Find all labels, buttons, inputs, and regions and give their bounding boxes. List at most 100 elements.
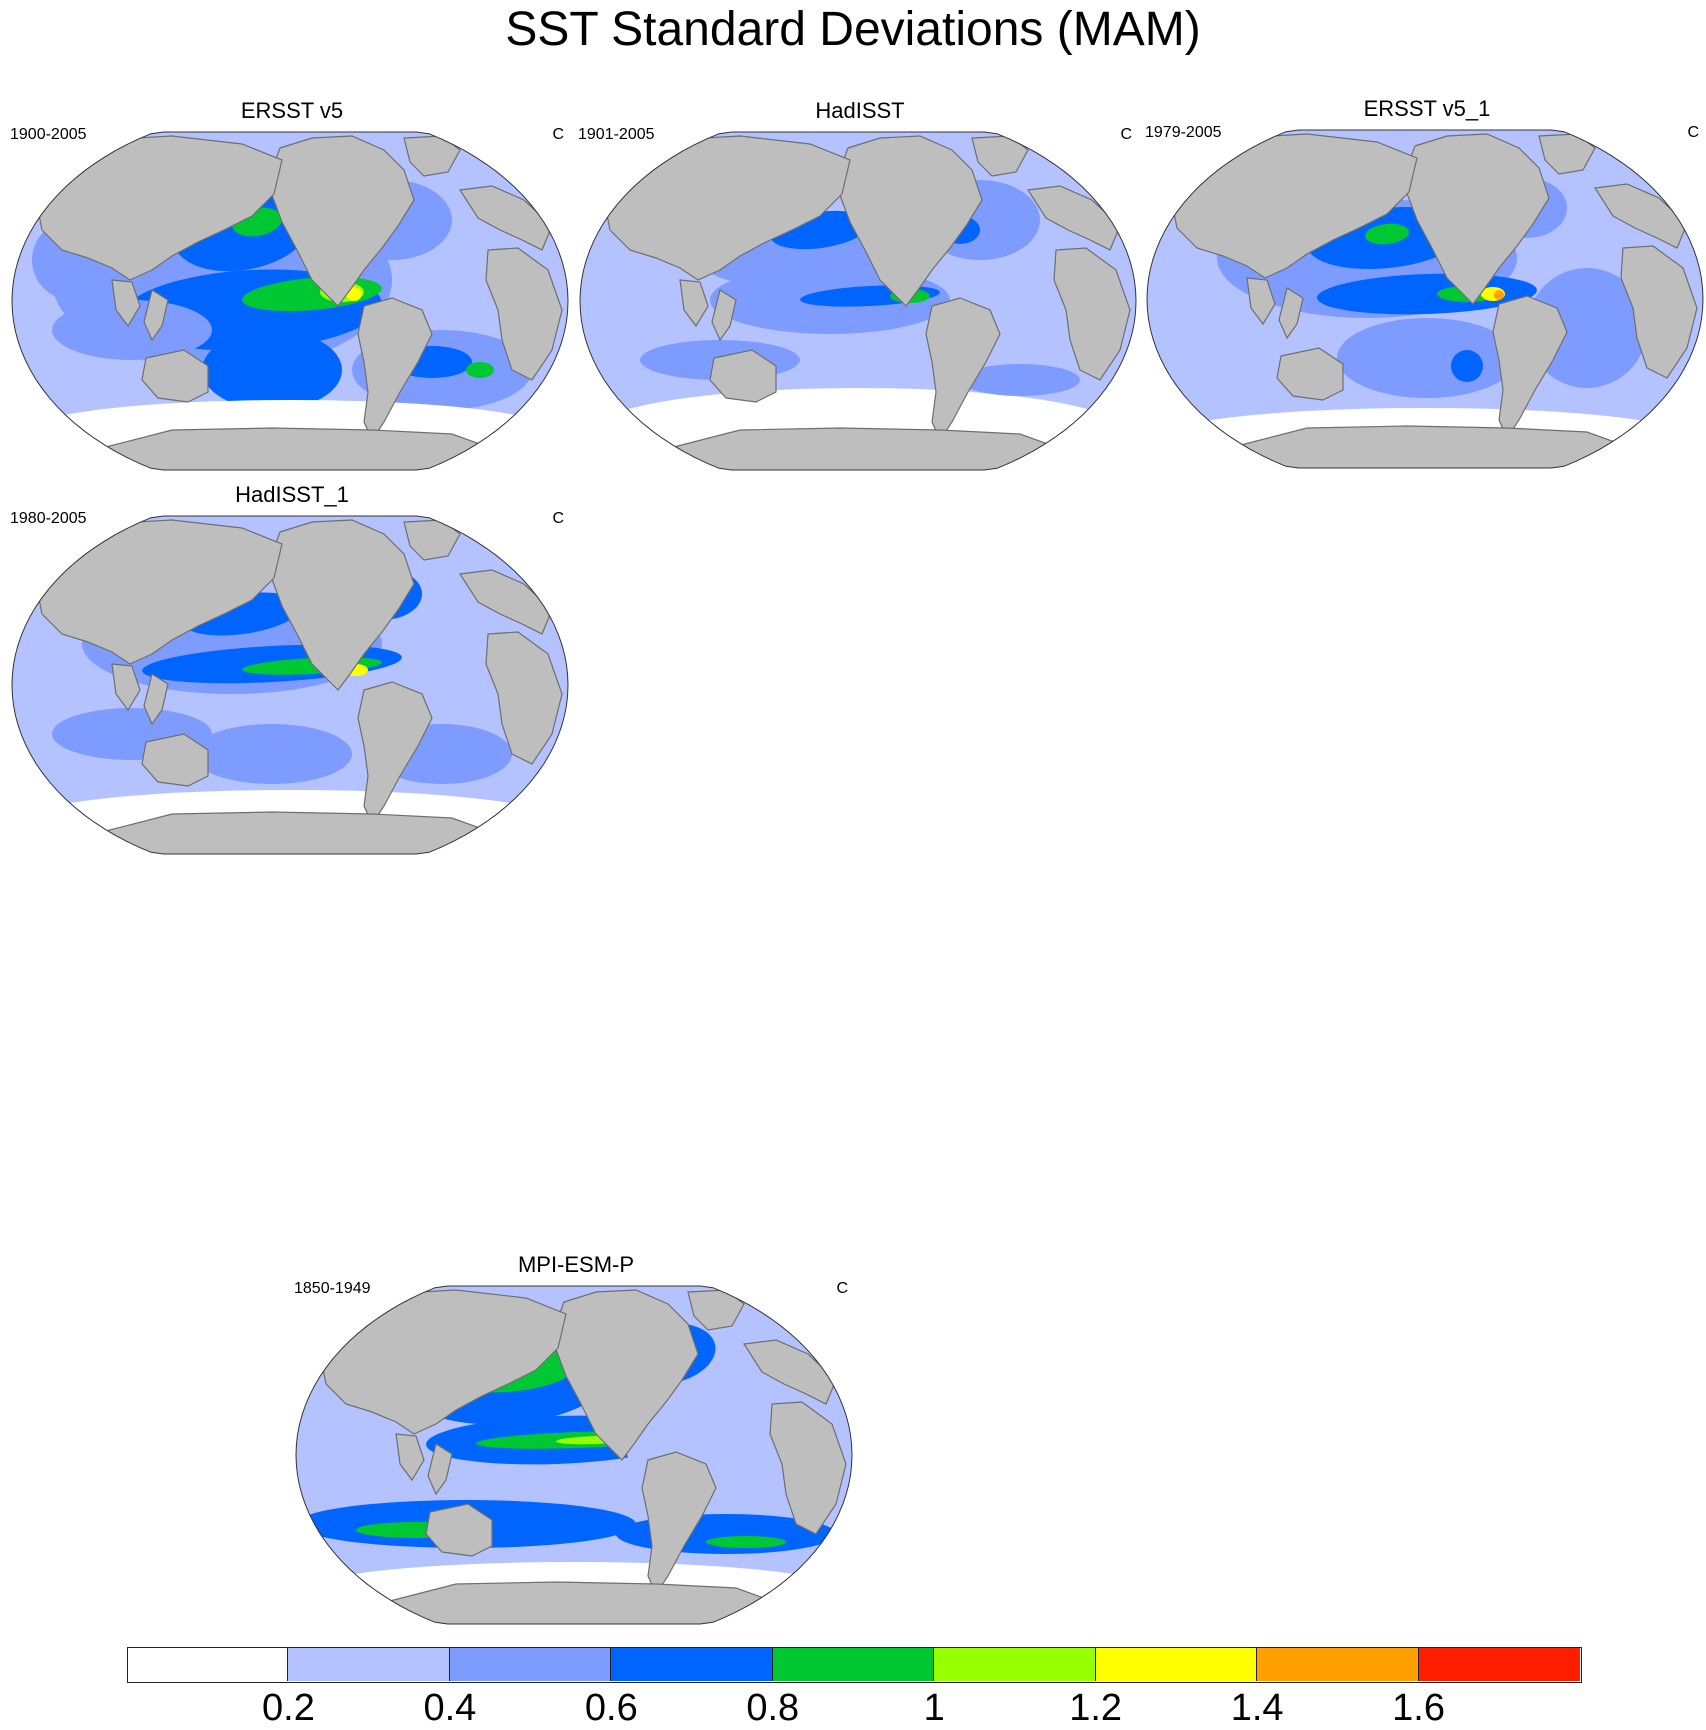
- land-mass: [1492, 295, 1568, 440]
- land-mass: [1053, 247, 1131, 381]
- land-mass: [709, 349, 777, 403]
- sst-contour: [960, 364, 1080, 396]
- land-mass: [668, 427, 1072, 470]
- land-mass: [679, 279, 709, 328]
- map-panel: HadISST 1901-2005 C: [576, 98, 1144, 478]
- panel-title: HadISST: [815, 98, 905, 123]
- land-mass: [141, 349, 209, 403]
- land-mass: [1593, 183, 1688, 249]
- sst-contour: [1527, 268, 1647, 388]
- panel-units: C: [552, 126, 564, 143]
- land-mass: [357, 681, 433, 826]
- panel-title: MPI-ESM-P: [517, 1252, 635, 1277]
- panel-title: ERSST v5_1: [1363, 96, 1491, 121]
- world-map: [11, 515, 569, 855]
- land-mass: [1404, 133, 1550, 305]
- land-mass: [357, 297, 433, 442]
- colorbar-swatch: [934, 1647, 1096, 1681]
- land-mass: [742, 1339, 837, 1405]
- panel-period: 1979-2005: [1145, 124, 1222, 141]
- panel-units: C: [1120, 126, 1132, 143]
- panel-title: HadISST_1: [235, 482, 349, 507]
- panel-title: ERSST v5: [240, 98, 344, 123]
- land-mass: [485, 247, 563, 381]
- land-mass: [641, 1451, 717, 1596]
- land-mass: [485, 631, 563, 765]
- colorbar-tick-label: 1.2: [1069, 1687, 1123, 1729]
- colorbar-tick-label: 1.6: [1392, 1687, 1445, 1729]
- sst-contour: [1365, 223, 1409, 245]
- panel-units: C: [552, 510, 564, 527]
- land-mass: [1168, 133, 1418, 279]
- colorbar-swatch: [1095, 1647, 1258, 1681]
- sst-contour: [466, 362, 494, 378]
- land-mass: [111, 279, 141, 328]
- land-mass: [425, 1503, 493, 1557]
- colorbar-swatch: [1257, 1647, 1419, 1681]
- sst-contour: [1451, 350, 1483, 382]
- map-border: [11, 131, 569, 471]
- map-border: [579, 131, 1137, 471]
- colorbar-swatch: [611, 1647, 773, 1681]
- land-mass: [141, 733, 209, 787]
- panel-units: C: [1687, 124, 1699, 141]
- land-mass: [1026, 185, 1121, 251]
- world-map: [1146, 129, 1704, 469]
- land-mass: [458, 185, 553, 251]
- panel-period: 1900-2005: [10, 126, 87, 143]
- land-mass: [427, 1443, 453, 1496]
- panel-period: 1850-1949: [294, 1280, 371, 1297]
- land-mass: [458, 569, 553, 635]
- land-mass: [269, 135, 415, 307]
- colorbar-swatch: [1418, 1647, 1580, 1681]
- map-panel: MPI-ESM-P 1850-1949 C: [292, 1252, 860, 1632]
- world-map: [295, 1285, 853, 1625]
- map-border: [1146, 129, 1704, 469]
- land-mass: [33, 519, 283, 665]
- colorbar-tick-label: 0.8: [746, 1687, 800, 1729]
- colorbar-tick-label: 0.2: [262, 1687, 315, 1729]
- sst-contour: [706, 1536, 786, 1548]
- land-mass: [33, 135, 283, 281]
- land-mass: [1620, 245, 1698, 379]
- land-mass: [143, 673, 169, 726]
- map-panel: ERSST v5 1900-2005 C: [8, 98, 576, 478]
- sst-contour: [1337, 318, 1517, 398]
- land-mass: [601, 135, 851, 281]
- colorbar-swatch: [772, 1647, 935, 1681]
- colorbar-swatch: [127, 1647, 289, 1681]
- map-panel: HadISST_1 1980-2005 C: [8, 482, 576, 862]
- sst-contour: [222, 360, 302, 400]
- land-mass: [100, 811, 504, 854]
- world-map: [11, 131, 569, 471]
- colorbar-swatch: [288, 1647, 450, 1681]
- land-mass: [384, 1581, 788, 1624]
- land-mass: [395, 1433, 425, 1482]
- colorbar-tick-label: 0.4: [423, 1687, 477, 1729]
- land-mass: [143, 289, 169, 342]
- colorbar-tick-label: 1: [923, 1687, 945, 1729]
- world-map: [579, 131, 1137, 471]
- land-mass: [769, 1401, 847, 1535]
- figure-title: SST Standard Deviations (MAM): [505, 3, 1201, 56]
- map-border: [295, 1285, 853, 1625]
- sst-contour: [192, 724, 352, 784]
- land-mass: [553, 1289, 699, 1461]
- land-mass: [317, 1289, 567, 1435]
- land-mass: [111, 663, 141, 712]
- land-mass: [100, 427, 504, 470]
- land-mass: [925, 297, 1001, 442]
- colorbar: [127, 1647, 1582, 1683]
- land-mass: [1246, 277, 1276, 326]
- sst-contour: [52, 300, 212, 360]
- panel-period: 1901-2005: [578, 126, 655, 143]
- panel-period: 1980-2005: [10, 510, 87, 527]
- map-border: [11, 515, 569, 855]
- land-mass: [1276, 347, 1344, 401]
- land-mass: [1278, 287, 1304, 340]
- land-mass: [269, 519, 415, 691]
- map-panel: ERSST v5_1 1979-2005 C: [1143, 96, 1706, 476]
- colorbar-tick-label: 1.4: [1230, 1687, 1284, 1729]
- land-mass: [837, 135, 983, 307]
- land-mass: [711, 289, 737, 342]
